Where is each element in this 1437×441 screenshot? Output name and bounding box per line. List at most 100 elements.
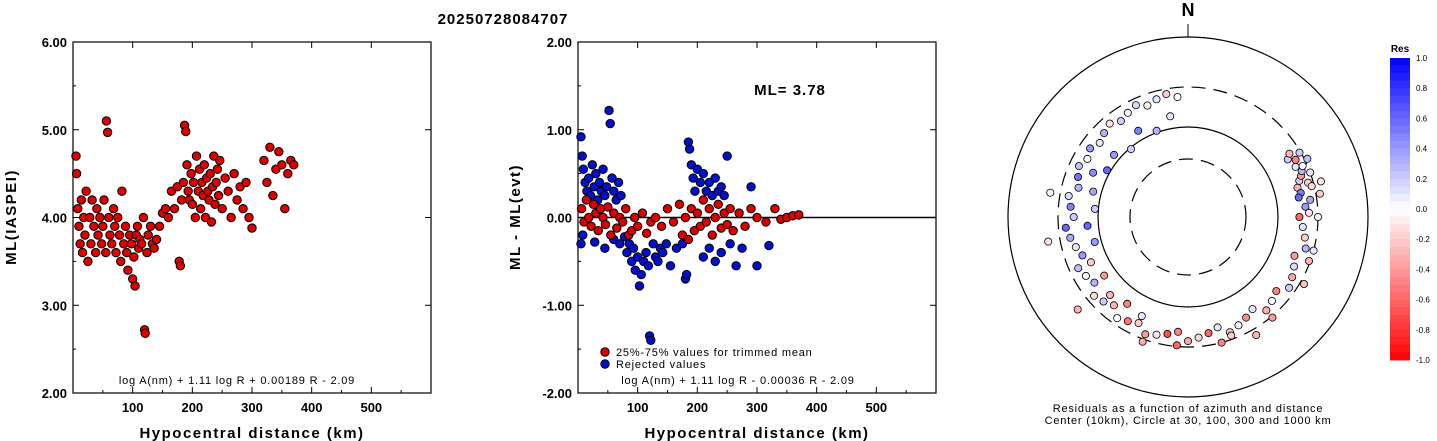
polar-point (1061, 223, 1070, 232)
plot2-rejected-point (634, 281, 645, 291)
plot1-ytick-label: 4.00 (42, 211, 67, 226)
polar-point (1109, 301, 1118, 310)
figure-title: 20250728084707 (438, 11, 569, 28)
plot2-accepted-point (698, 195, 708, 205)
plot1-formula: log A(nm) + 1.11 log R + 0.00189 R - 2.0… (119, 375, 355, 387)
plot2-accepted-point (600, 219, 611, 230)
plot1-point (265, 142, 275, 153)
plot1-point (71, 168, 82, 179)
plot2-rejected-point (646, 335, 656, 346)
polar-ring-1000 (1007, 36, 1369, 398)
plot1-point (210, 199, 220, 210)
plot2-rejected-point (590, 237, 600, 247)
plot2-accepted-point (692, 208, 703, 218)
plot2-rejected-point (616, 190, 626, 201)
plot1-point (217, 204, 227, 214)
plot2-rejected-point (636, 269, 646, 280)
colorbar-segment (1390, 344, 1410, 353)
plot1-point (175, 261, 186, 271)
plot1-point (176, 195, 187, 205)
polar-point (1204, 329, 1213, 338)
polar-point (1152, 95, 1161, 104)
plot1-point (117, 186, 127, 196)
polar-point (1285, 149, 1294, 158)
plot1-point (283, 168, 293, 179)
colorbar-segment (1390, 58, 1410, 66)
polar-point (1105, 119, 1114, 128)
polar-point (1123, 108, 1132, 117)
plot1-point (107, 239, 117, 249)
polar-point (1303, 154, 1312, 163)
plot2-accepted-point (586, 221, 596, 231)
plot2-rejected-point (737, 243, 747, 253)
colorbar-segment (1390, 276, 1410, 285)
plot1-point (104, 212, 114, 223)
plot2-rejected-point (710, 256, 720, 267)
plot1-point (143, 230, 153, 240)
polar-point (1090, 204, 1099, 213)
plot2-accepted-point (656, 221, 667, 231)
plot1-point (89, 221, 99, 231)
plot1-point (181, 126, 191, 137)
polar-point (1083, 154, 1092, 163)
plot2-accepted-point (632, 221, 643, 231)
colorbar-segment (1390, 292, 1410, 300)
polar-ring-100 (1097, 126, 1279, 308)
polar-point (1314, 212, 1323, 221)
plot2-accepted-point (606, 230, 616, 240)
colorbar-segment (1390, 186, 1410, 195)
polar-point (1305, 208, 1314, 217)
plot1-xtick-label: 500 (360, 400, 382, 415)
plot1-point (122, 247, 132, 258)
residual-vs-distance-chart: 100 200 300 400 500 -2.00 -1.00 0.00 1.00 2.00 ML… (507, 35, 937, 441)
plot1-point (223, 186, 233, 196)
plot2-accepted-point (668, 217, 679, 227)
plot1-point (183, 186, 193, 196)
polar-point (1100, 129, 1109, 138)
legend-label: 25%-75% values for trimmed mean (616, 347, 813, 359)
polar-point (1103, 166, 1112, 175)
polar-point (1217, 338, 1226, 347)
polar-point (1298, 222, 1307, 231)
colorbar-tick-label: -0.2 (1416, 235, 1430, 244)
legend-marker (600, 347, 610, 357)
colorbar-tick-label: 0.0 (1416, 205, 1428, 214)
plot2-rejected-point (584, 173, 594, 183)
polar-point (1298, 161, 1307, 170)
plot1-point (86, 239, 96, 249)
plot2-rejected-point (722, 151, 732, 161)
polar-point (1272, 287, 1281, 296)
plot1-point (247, 223, 257, 233)
colorbar-segment (1390, 103, 1410, 112)
colorbar-segment (1390, 231, 1410, 240)
plot1-point (277, 160, 287, 170)
polar-point (1086, 258, 1095, 267)
polar-caption-line2: Center (10km), Circle at 30, 100, 300 an… (1045, 415, 1332, 427)
polar-point (1089, 168, 1098, 177)
polar-point (1227, 331, 1236, 340)
polar-point (1143, 101, 1152, 110)
plot2-accepted-point (662, 204, 673, 214)
colorbar-segment (1390, 133, 1410, 142)
plot1-point (229, 168, 239, 179)
plot1-point (111, 247, 121, 258)
plot2-rejected-point (690, 186, 700, 196)
colorbar-segment (1390, 201, 1410, 210)
colorbar-tick-label: 1.0 (1416, 54, 1428, 63)
plot1-point (73, 204, 83, 214)
plot2-rejected-point (577, 151, 587, 161)
plot1-point (149, 243, 159, 253)
plot2-accepted-point (722, 219, 732, 230)
plot1-point (232, 195, 242, 205)
plot2-accepted-point (576, 204, 587, 214)
polar-point (1248, 305, 1257, 314)
plot2-xtick-label: 200 (686, 400, 708, 415)
polar-point (1113, 314, 1122, 323)
colorbar-segment (1390, 239, 1410, 248)
plot1-point (188, 177, 199, 188)
plot2-xtick-label: 400 (806, 400, 828, 415)
colorbar-segment (1390, 307, 1410, 316)
polar-point (1095, 138, 1104, 147)
polar-point (1099, 297, 1108, 306)
plot2-rejected-point (658, 247, 668, 258)
